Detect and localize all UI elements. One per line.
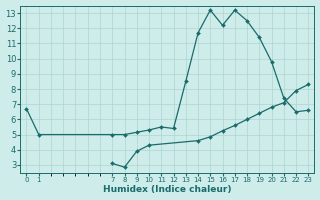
X-axis label: Humidex (Indice chaleur): Humidex (Indice chaleur) bbox=[103, 185, 232, 194]
